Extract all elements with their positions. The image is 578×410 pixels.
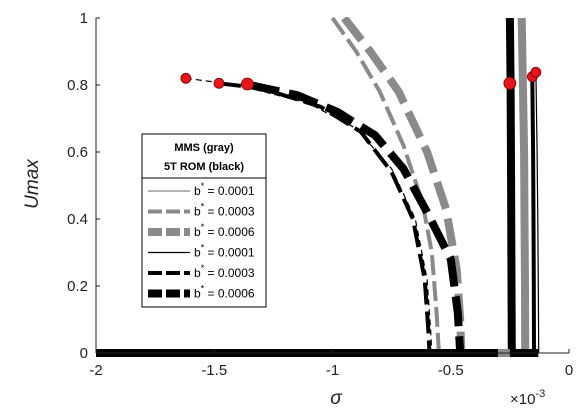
marker-point-5 — [530, 66, 542, 78]
x-tick-label: -1 — [326, 362, 339, 379]
legend-entry-label-1: b* = 0.0003 — [194, 202, 255, 219]
y-tick-label: 0.8 — [67, 77, 88, 94]
legend-box — [141, 133, 267, 308]
y-axis-label: Umax — [22, 158, 43, 209]
legend-entry-label-0: b* = 0.0001 — [194, 181, 255, 198]
y-ticks: 0 0.2 0.4 0.6 0.8 1 — [67, 10, 100, 362]
marker-point-2 — [240, 77, 254, 91]
axes: -2 -1.5 -1 -0.5 0 0 0.2 0.4 0.6 0.8 1 — [67, 10, 573, 379]
svg-text:×10-3: ×10-3 — [510, 388, 545, 408]
x-exponent-power: -3 — [535, 388, 545, 400]
y-tick-label: 0.4 — [67, 211, 88, 228]
y-tick-label: 0 — [80, 345, 88, 362]
y-tick-label: 0.6 — [67, 144, 88, 161]
legend-entry-label-4: b* = 0.0003 — [194, 263, 255, 280]
x-axis-label: σ — [330, 388, 343, 409]
x-exponent-label: ×10-3 — [510, 388, 545, 408]
y-tick-label: 1 — [80, 10, 88, 27]
series-line-rom-8 — [530, 78, 536, 354]
series-line-mms-3 — [517, 17, 530, 354]
y-tick-label: 0.2 — [67, 278, 88, 295]
x-tick-label: -2 — [89, 362, 102, 379]
x-tick-label: 0 — [565, 362, 573, 379]
marker-point-0 — [180, 72, 192, 84]
series-line-rom-4 — [185, 77, 433, 354]
series-line-rom-5 — [218, 81, 432, 354]
legend-title-line2: 5T ROM (black) — [164, 161, 244, 173]
legend: MMS (gray) 5T ROM (black) b* = 0.0001 b* = … — [141, 133, 267, 308]
legend-entry-label-5: b* = 0.0006 — [194, 284, 255, 301]
series-line-rom-7 — [535, 71, 540, 354]
marker-point-3 — [503, 76, 517, 90]
marker-point-1 — [213, 77, 225, 89]
legend-entry-label-2: b* = 0.0006 — [194, 222, 255, 239]
legend-entry-label-3: b* = 0.0001 — [194, 243, 255, 260]
x-ticks: -2 -1.5 -1 -0.5 0 — [89, 349, 573, 379]
x-tick-label: -1.5 — [201, 362, 227, 379]
x-tick-label: -0.5 — [438, 362, 464, 379]
series-line-rom-9 — [505, 17, 516, 354]
x-exponent-base: ×10 — [510, 391, 535, 408]
legend-title-line1: MMS (gray) — [174, 142, 234, 154]
series-line-rom-6 — [248, 81, 465, 354]
